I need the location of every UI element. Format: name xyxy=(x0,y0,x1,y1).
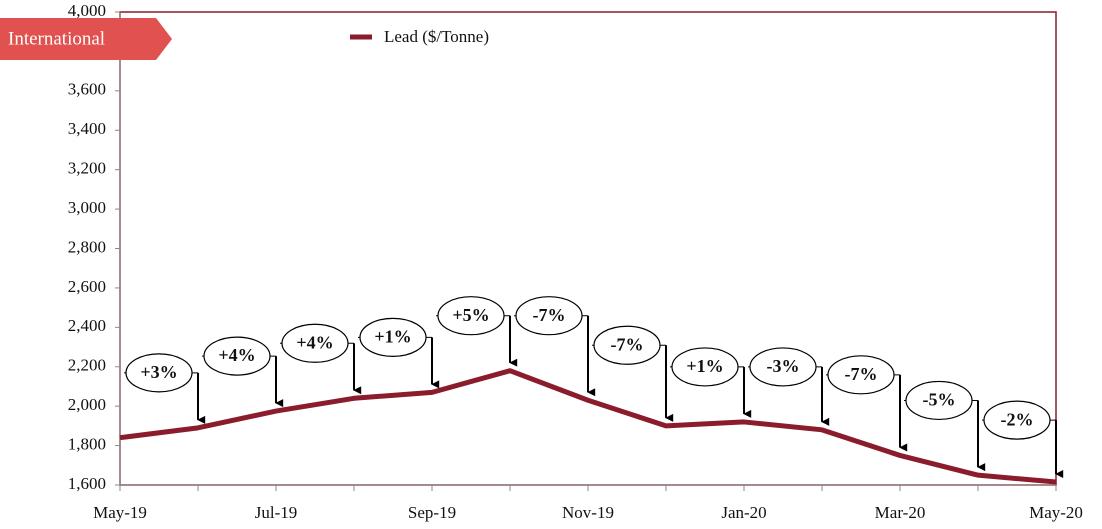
annotation-bubble xyxy=(125,353,193,393)
annotation-label: +4% xyxy=(296,332,333,352)
y-tick-label: 3,400 xyxy=(68,119,106,138)
annotation-label: +1% xyxy=(686,356,723,376)
y-tick-label: 3,200 xyxy=(68,159,106,178)
y-tick-label: 2,200 xyxy=(68,356,106,375)
annotation-label: -2% xyxy=(1001,409,1034,429)
y-tick-label: 2,600 xyxy=(68,277,106,296)
series-line xyxy=(119,368,1057,485)
annotation-bubble xyxy=(671,347,739,387)
x-tick-label: May-20 xyxy=(1029,503,1083,522)
x-tick-label: May-19 xyxy=(93,503,147,522)
annotation-bubble xyxy=(749,347,817,387)
y-tick-label: 2,000 xyxy=(68,395,106,414)
y-tick-label: 3,000 xyxy=(68,198,106,217)
annotation-label: -7% xyxy=(845,364,878,384)
x-tick-label: Mar-20 xyxy=(875,503,926,522)
annotation-bubble xyxy=(437,296,505,336)
y-tick-label: 2,800 xyxy=(68,237,106,256)
x-tick-label: Jul-19 xyxy=(255,503,298,522)
y-tick-label: 2,400 xyxy=(68,316,106,335)
y-tick-label: 4,000 xyxy=(68,1,106,20)
annotation-label: -7% xyxy=(611,334,644,354)
annotation-bubble xyxy=(203,336,271,376)
annotation-bubble xyxy=(359,317,427,357)
banner-shape xyxy=(0,18,172,60)
annotation-label: -3% xyxy=(767,356,800,376)
annotation-bubble xyxy=(593,325,661,365)
annotation-label: +3% xyxy=(140,362,177,382)
annotation-bubble xyxy=(281,323,349,363)
annotation-label: -5% xyxy=(923,390,956,410)
x-tick-label: Sep-19 xyxy=(408,503,456,522)
x-tick-label: Jan-20 xyxy=(721,503,766,522)
annotation-bubble xyxy=(905,380,973,421)
y-tick-label: 1,800 xyxy=(68,434,106,453)
y-tick-label: 3,600 xyxy=(68,80,106,99)
annotation-bubble xyxy=(515,296,583,336)
x-tick-label: Nov-19 xyxy=(562,503,614,522)
banner-text: International xyxy=(8,28,105,49)
annotation-label: -7% xyxy=(533,305,566,325)
legend-label: Lead ($/Tonne) xyxy=(384,27,489,46)
annotation-label: +4% xyxy=(218,345,255,365)
annotation-label: +1% xyxy=(374,326,411,346)
y-tick-label: 1,600 xyxy=(68,474,106,493)
annotation-bubble xyxy=(827,355,895,395)
annotation-label: +5% xyxy=(452,305,489,325)
annotation-bubble xyxy=(983,400,1051,440)
